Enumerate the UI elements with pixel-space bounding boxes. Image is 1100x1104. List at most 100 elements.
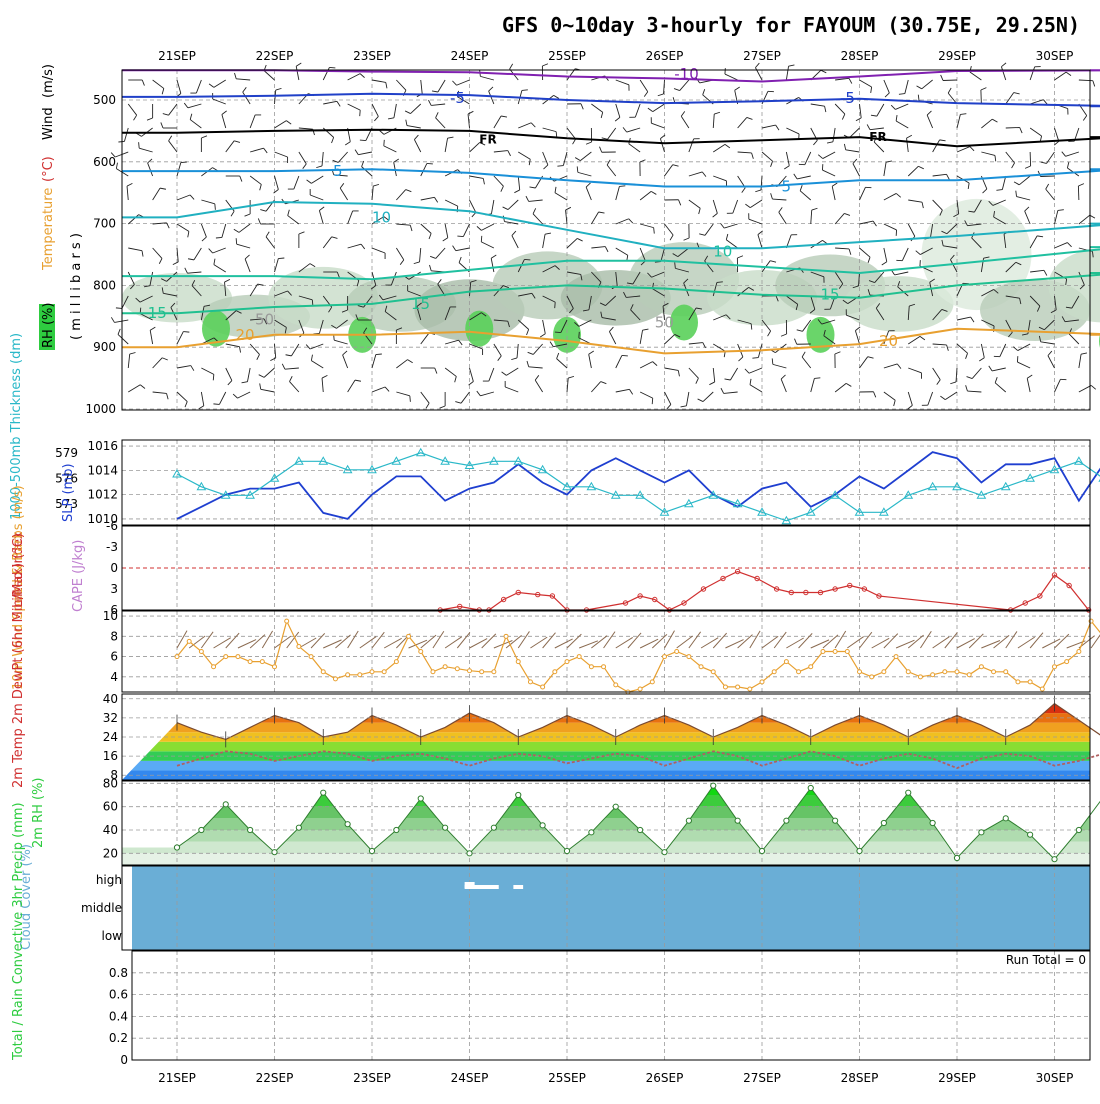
precip-ylabels: Total / Rain Convective 3hr Precip (mm) [11, 802, 26, 1061]
pressure-tick-label: 800 [93, 278, 116, 292]
high-cloud-mark [513, 885, 523, 889]
wind-tick-label: 4 [110, 670, 118, 684]
isotherm-label: FR [869, 130, 886, 144]
wind-speed-point [455, 667, 459, 671]
wind-speed-point [858, 670, 862, 674]
wind-speed-point [212, 665, 216, 669]
rh2m-point [272, 850, 277, 855]
rh2m-point [954, 855, 959, 860]
wind-speed-point [687, 655, 691, 659]
isotherm-label: -5 [840, 89, 855, 107]
lifted-index-tick-label: 0 [110, 561, 118, 575]
wind-speed-point [431, 670, 435, 674]
temp2m-label: 2m Temp 2m DewPt (6hr Min/Max) (°C) [11, 533, 26, 788]
wind-speed-point [480, 670, 484, 674]
wind-tick-label: 8 [110, 629, 118, 643]
wind-speed-point [931, 673, 935, 677]
wind-barb-flag [116, 308, 122, 309]
wind-speed-point [468, 669, 472, 673]
top-date-label: 29SEP [938, 49, 976, 63]
wind-speed-point [736, 685, 740, 689]
rh2m-label: 2m RH (%) [31, 777, 46, 848]
rh2m-point [759, 848, 764, 853]
wind-barb-flag [216, 237, 222, 238]
pressure-tick-label: 700 [93, 217, 116, 231]
cape-label: CAPE (J/kg) [71, 540, 86, 612]
wind-speed-point [614, 683, 618, 687]
precip-tick-label: 0.2 [109, 1031, 128, 1045]
wind-label: Wind [41, 107, 56, 140]
wind-barb-flag [181, 162, 187, 163]
wind-speed-point [967, 673, 971, 677]
wind-speed-point [833, 650, 837, 654]
wind-speed-point [918, 675, 922, 679]
precip-tick-label: 0.6 [109, 988, 128, 1002]
rh2m-point [174, 845, 179, 850]
rh2m-point [248, 827, 253, 832]
wind-speed-point [273, 665, 277, 669]
pressure-tick-label: 900 [93, 340, 116, 354]
rh2m-point [369, 848, 374, 853]
bottom-date-label: 29SEP [938, 1071, 976, 1085]
rh2m-point [784, 818, 789, 823]
rh2m-point [711, 783, 716, 788]
wind-speed-point [1077, 650, 1081, 654]
wind-speed-point [175, 655, 179, 659]
rh2m-point [296, 825, 301, 830]
wind-speed-point [285, 619, 289, 623]
rh2m-point [540, 823, 545, 828]
wind-speed-point [297, 644, 301, 648]
rh2m-point [443, 825, 448, 830]
wind-speed-point [650, 680, 654, 684]
top-date-label: 26SEP [646, 49, 684, 63]
isotherm-label: 10 [372, 208, 391, 226]
lifted-index-tick-label: -6 [106, 519, 118, 533]
wind-speed-point [407, 634, 411, 638]
wind-speed-point [1004, 670, 1008, 674]
bottom-date-label: 24SEP [451, 1071, 489, 1085]
isotherm-label: -10 [674, 65, 699, 83]
rh2m-point [467, 851, 472, 856]
rh2m-point [223, 802, 228, 807]
bottom-date-label: 26SEP [646, 1071, 684, 1085]
wind-speed-point [906, 670, 910, 674]
isotherm-label: 15 [411, 295, 430, 313]
wind-speed-point [419, 650, 423, 654]
wind-speed-point [248, 660, 252, 664]
wind-speed-point [943, 670, 947, 674]
wind-speed-point [1028, 680, 1032, 684]
temp-tick-label: 16 [103, 749, 118, 763]
rh2m-point [1028, 832, 1033, 837]
wind-speed-point [309, 655, 313, 659]
wind-speed-point [553, 670, 557, 674]
cloud-level-label: middle [81, 901, 122, 915]
wind-speed-point [577, 655, 581, 659]
rh2m-point [857, 848, 862, 853]
wind-speed-point [1040, 687, 1044, 691]
wind-speed-point [882, 670, 886, 674]
rh2m-point [516, 792, 521, 797]
wind-barb-flag [410, 396, 411, 402]
wind-speed-point [699, 665, 703, 669]
bottom-date-label: 28SEP [841, 1071, 879, 1085]
wind-speed-point [723, 685, 727, 689]
wind-barb-flag [183, 332, 189, 333]
wind-barb-flag [215, 204, 216, 210]
rh2m-point [979, 830, 984, 835]
wind-speed-point [443, 665, 447, 669]
rh2m-point [662, 850, 667, 855]
pressure-axis-label: ( m i l l i b a r s ) [69, 233, 84, 340]
slp-tick-label: 1016 [87, 439, 118, 453]
top-date-label: 24SEP [451, 49, 489, 63]
bottom-date-label: 25SEP [548, 1071, 586, 1085]
wind-speed-point [711, 670, 715, 674]
isotherm-label: 20 [236, 326, 255, 344]
wind-speed-point [748, 687, 752, 691]
rh2m-point [394, 827, 399, 832]
pressure-tick-label: 600 [93, 155, 116, 169]
wind-speed-point [199, 650, 203, 654]
wind-speed-point [541, 685, 545, 689]
wind-speed-point [236, 655, 240, 659]
